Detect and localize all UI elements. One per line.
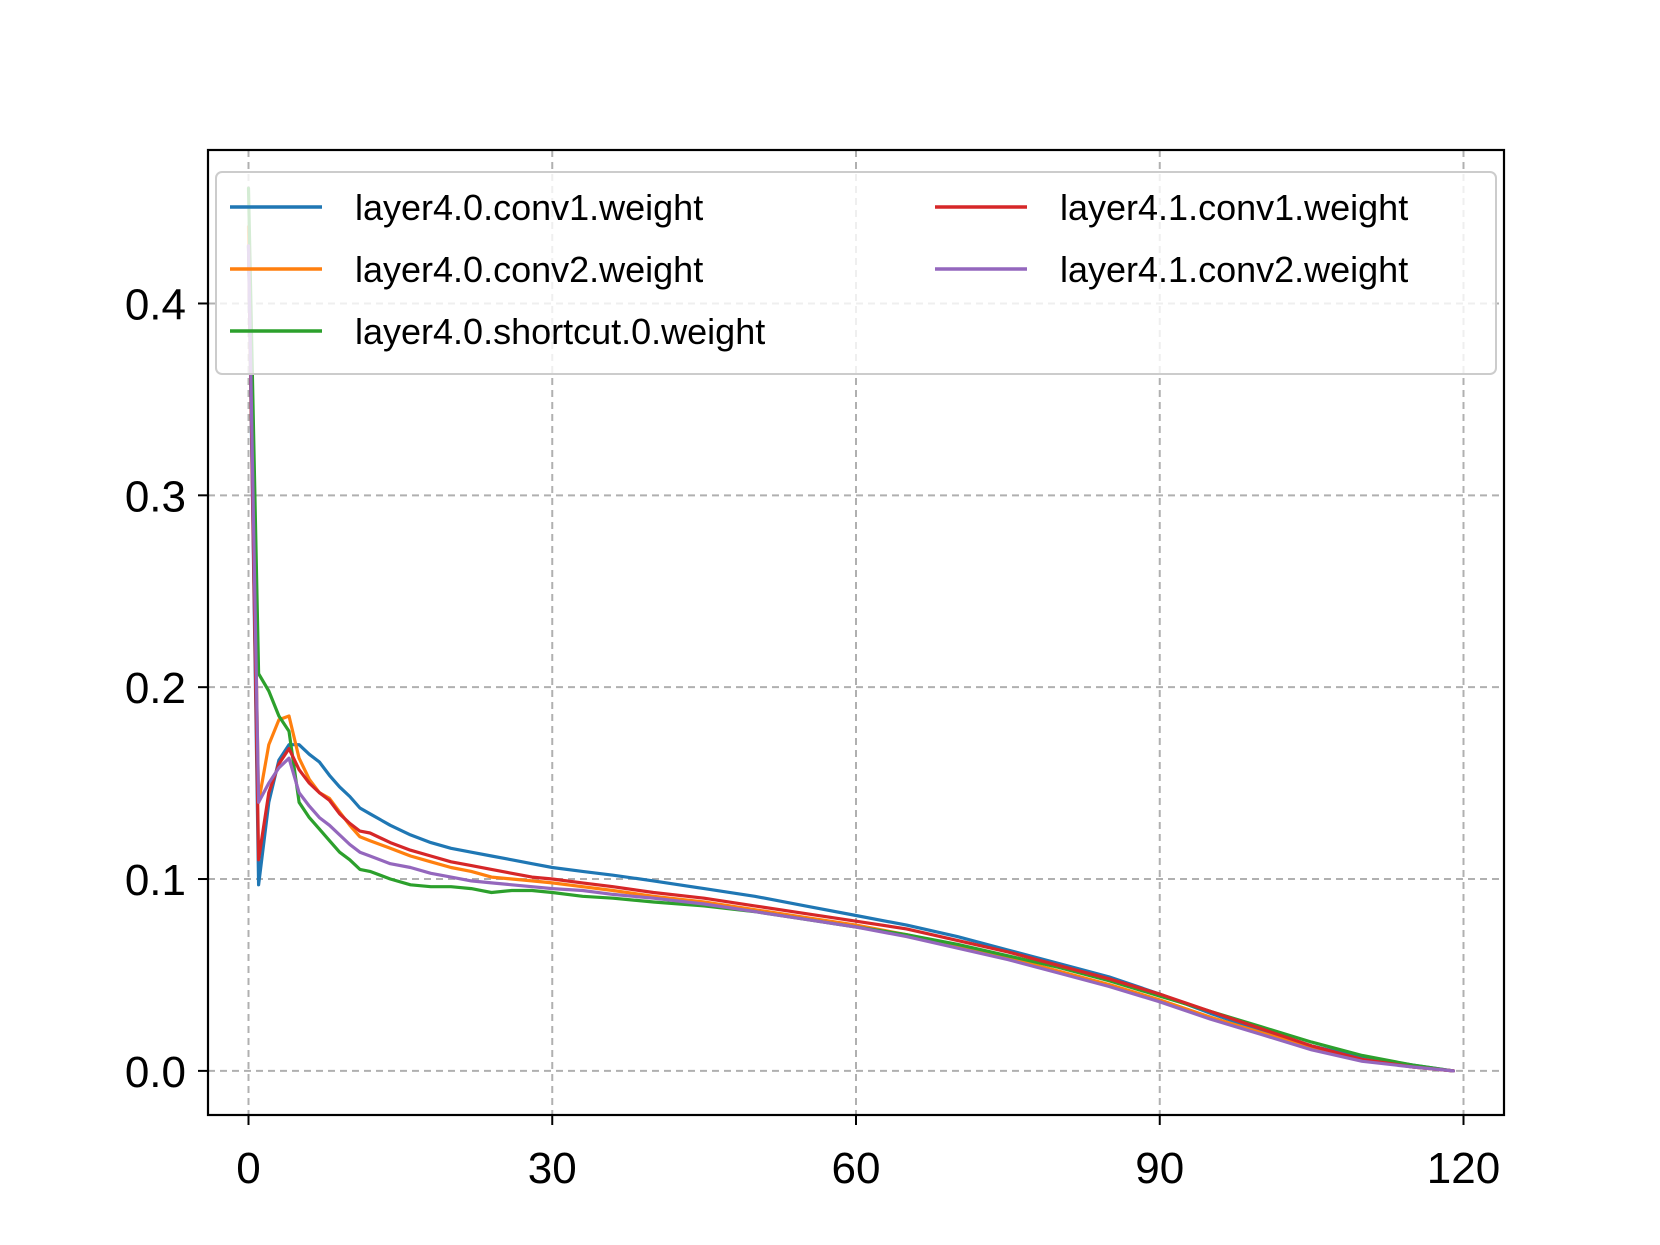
series-line-4 <box>246 244 1456 1073</box>
legend-items: layer4.0.conv1.weight layer4.0.conv2.weig… <box>230 187 1408 352</box>
x-tick-label: 90 <box>1135 1144 1184 1193</box>
legend-label-4: layer4.1.conv2.weight <box>1060 249 1408 290</box>
x-tick-label: 60 <box>832 1144 881 1193</box>
y-tick-label: 0.1 <box>125 856 186 905</box>
legend-box <box>215 171 1497 375</box>
legend-label-0: layer4.0.conv1.weight <box>355 187 703 228</box>
legend-label-1: layer4.0.conv2.weight <box>355 249 703 290</box>
x-tick-label: 30 <box>528 1144 577 1193</box>
y-tick-label: 0.3 <box>125 472 186 521</box>
series-line-2 <box>246 186 1456 1073</box>
series-line-3 <box>246 244 1456 1073</box>
legend-label-3: layer4.1.conv1.weight <box>1060 187 1408 228</box>
x-axis: 0 30 60 90 120 <box>236 1115 1500 1193</box>
y-tick-label: 0.0 <box>125 1048 186 1097</box>
y-tick-label: 0.4 <box>125 280 186 329</box>
y-tick-label: 0.2 <box>125 664 186 713</box>
series-lines <box>246 186 1456 1073</box>
legend: layer4.0.conv1.weight layer4.0.conv2.weig… <box>215 171 1497 375</box>
x-tick-label: 120 <box>1427 1144 1500 1193</box>
legend-label-2: layer4.0.shortcut.0.weight <box>355 311 765 352</box>
y-axis: 0.0 0.1 0.2 0.3 0.4 <box>125 280 208 1097</box>
x-tick-label: 0 <box>236 1144 260 1193</box>
